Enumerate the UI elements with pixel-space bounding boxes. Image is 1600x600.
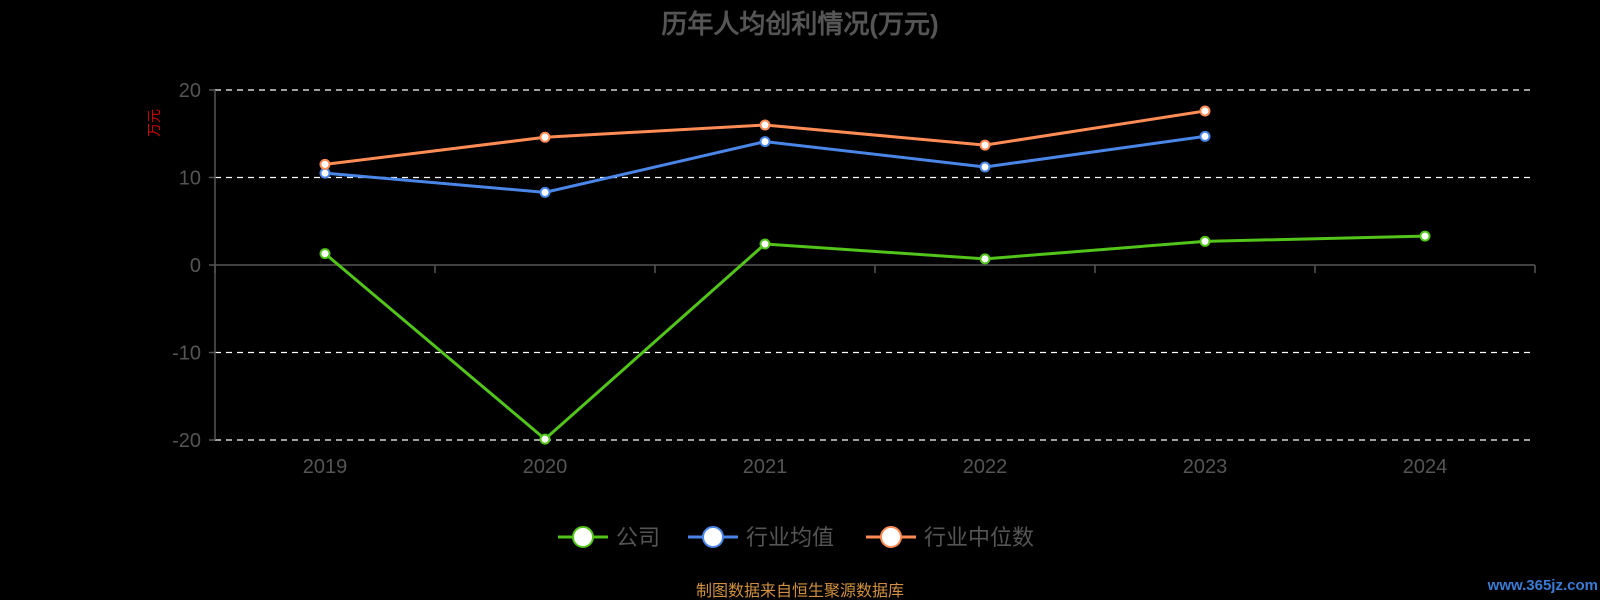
grid-layer [215,89,1535,441]
x-tick-label: 2023 [1183,456,1228,478]
y-tick-label: 0 [190,255,201,277]
x-tick-label: 2024 [1403,456,1448,478]
data-point[interactable] [1419,230,1431,242]
legend-swatch-marker [880,526,902,548]
y-tick-label: -20 [172,430,201,452]
legend-item-0[interactable]: 公司 [558,525,660,550]
series-layer [319,105,1431,445]
data-point[interactable] [759,238,771,250]
data-point[interactable] [979,161,991,173]
y-axis-unit: 万元 [146,109,162,137]
legend-label: 行业均值 [746,525,834,550]
data-point[interactable] [759,119,771,131]
data-point[interactable] [539,433,551,445]
x-tick-label: 2020 [523,456,568,478]
data-point[interactable] [1199,235,1211,247]
data-point[interactable] [759,136,771,148]
data-point[interactable] [319,158,331,170]
x-tick-label: 2022 [963,456,1008,478]
legend-label: 公司 [616,525,660,550]
x-tick-label: 2021 [743,456,788,478]
legend-item-1[interactable]: 行业均值 [688,525,834,550]
legend-swatch-marker [702,526,724,548]
watermark: www.365jz.com [1487,577,1598,594]
chart-title: 历年人均创利情况(万元) [661,9,938,39]
legend-label: 行业中位数 [924,525,1034,550]
data-point[interactable] [1199,105,1211,117]
y-tick-label: 20 [179,80,201,102]
data-point[interactable] [319,167,331,179]
data-point[interactable] [979,253,991,265]
legend-swatch-marker [572,526,594,548]
legend-item-2[interactable]: 行业中位数 [866,525,1034,550]
data-point[interactable] [319,248,331,260]
data-point[interactable] [1199,130,1211,142]
data-source-note: 制图数据来自恒生聚源数据库 [696,582,904,600]
data-point[interactable] [539,186,551,198]
data-point[interactable] [539,131,551,143]
axis-layer: 20 10 0 -10 -20 2019 2020 2021 2022 2023 2024 [172,80,1536,478]
series-line-0 [324,234,1426,441]
x-tick-label: 2019 [303,456,348,478]
y-tick-label: 10 [179,168,201,190]
data-point[interactable] [979,139,991,151]
legend: 公司 行业均值 行业中位数 [558,525,1034,550]
y-tick-label: -10 [172,343,201,365]
